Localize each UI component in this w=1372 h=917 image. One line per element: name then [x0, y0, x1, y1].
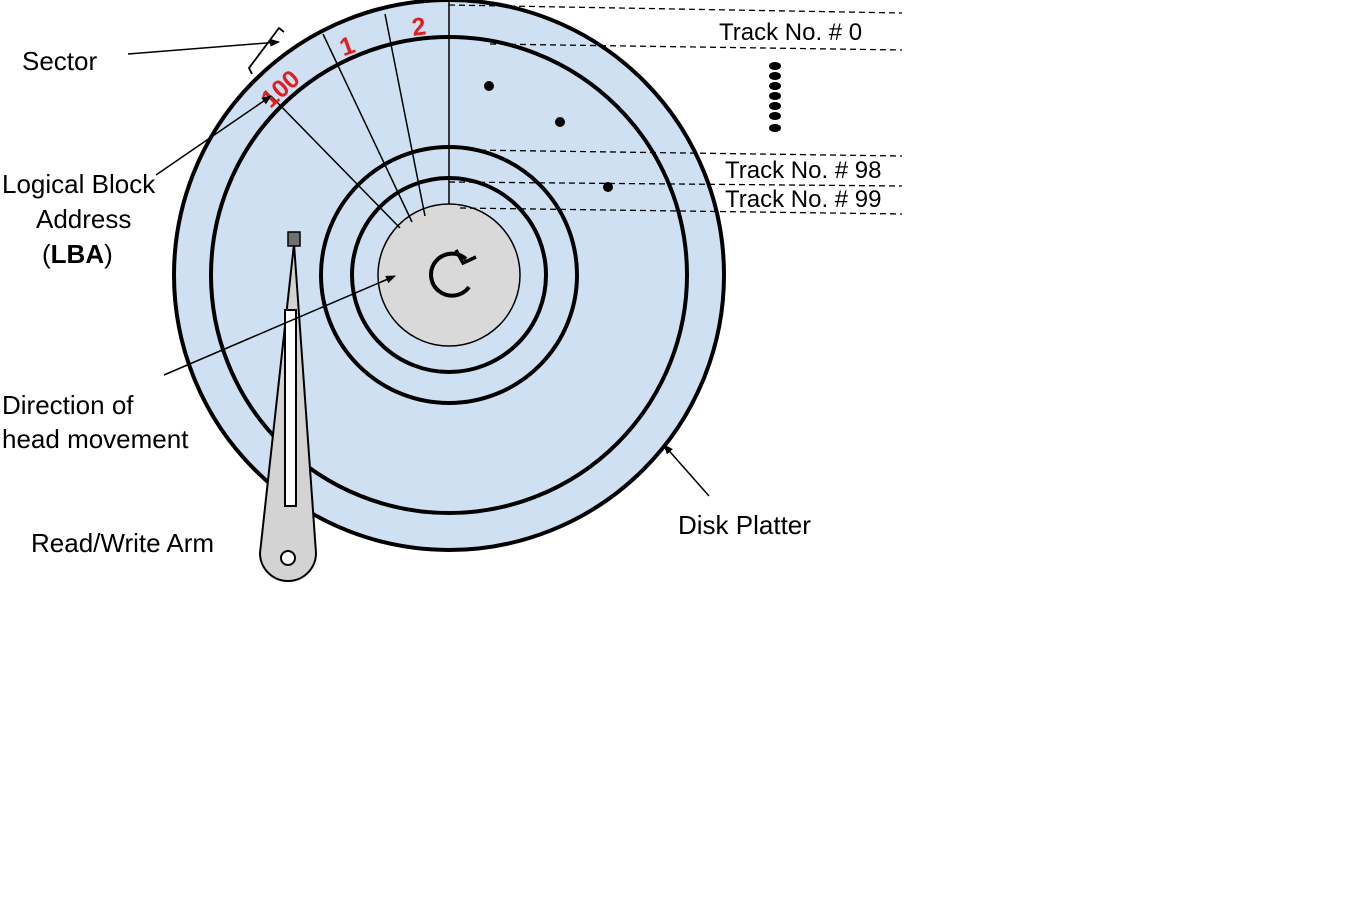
data-dot — [603, 182, 613, 192]
direction-label-line2: head movement — [2, 424, 189, 454]
sector-label: Sector — [22, 46, 97, 76]
sector-bracket — [247, 26, 285, 75]
sector-callout-arrow — [127, 38, 280, 55]
sector-number-2: 2 — [410, 12, 428, 42]
read-write-arm-label: Read/Write Arm — [31, 528, 214, 558]
data-dot — [555, 117, 565, 127]
arm-slot — [284, 309, 297, 507]
disk-platter-label: Disk Platter — [678, 510, 811, 540]
rotation-icon — [429, 249, 477, 298]
track-98-label: Track No. # 98 — [725, 157, 882, 184]
lba-label-line3: (LBA) — [42, 239, 113, 269]
sector-line-1 — [322, 33, 413, 223]
read-write-arm — [258, 231, 318, 582]
lba-label-line2: Address — [36, 204, 131, 234]
ellipsis-dots — [769, 62, 781, 132]
lba-label-line1: Logical Block — [2, 169, 156, 199]
spindle-hub — [377, 203, 521, 347]
track-guide-lines — [448, 4, 903, 215]
track-99-label: Track No. # 99 — [725, 186, 882, 213]
track-0-label: Track No. # 0 — [719, 19, 862, 46]
direction-callout-arrow — [163, 275, 396, 376]
sector-line-100 — [270, 95, 401, 229]
direction-label-line1: Direction of — [2, 390, 134, 420]
arm-pivot — [280, 550, 296, 566]
lba-callout-arrow — [155, 95, 272, 176]
data-dot — [484, 81, 494, 91]
platter-callout-arrow — [663, 444, 710, 497]
read-write-head — [287, 231, 301, 247]
sector-line-2 — [384, 13, 426, 217]
